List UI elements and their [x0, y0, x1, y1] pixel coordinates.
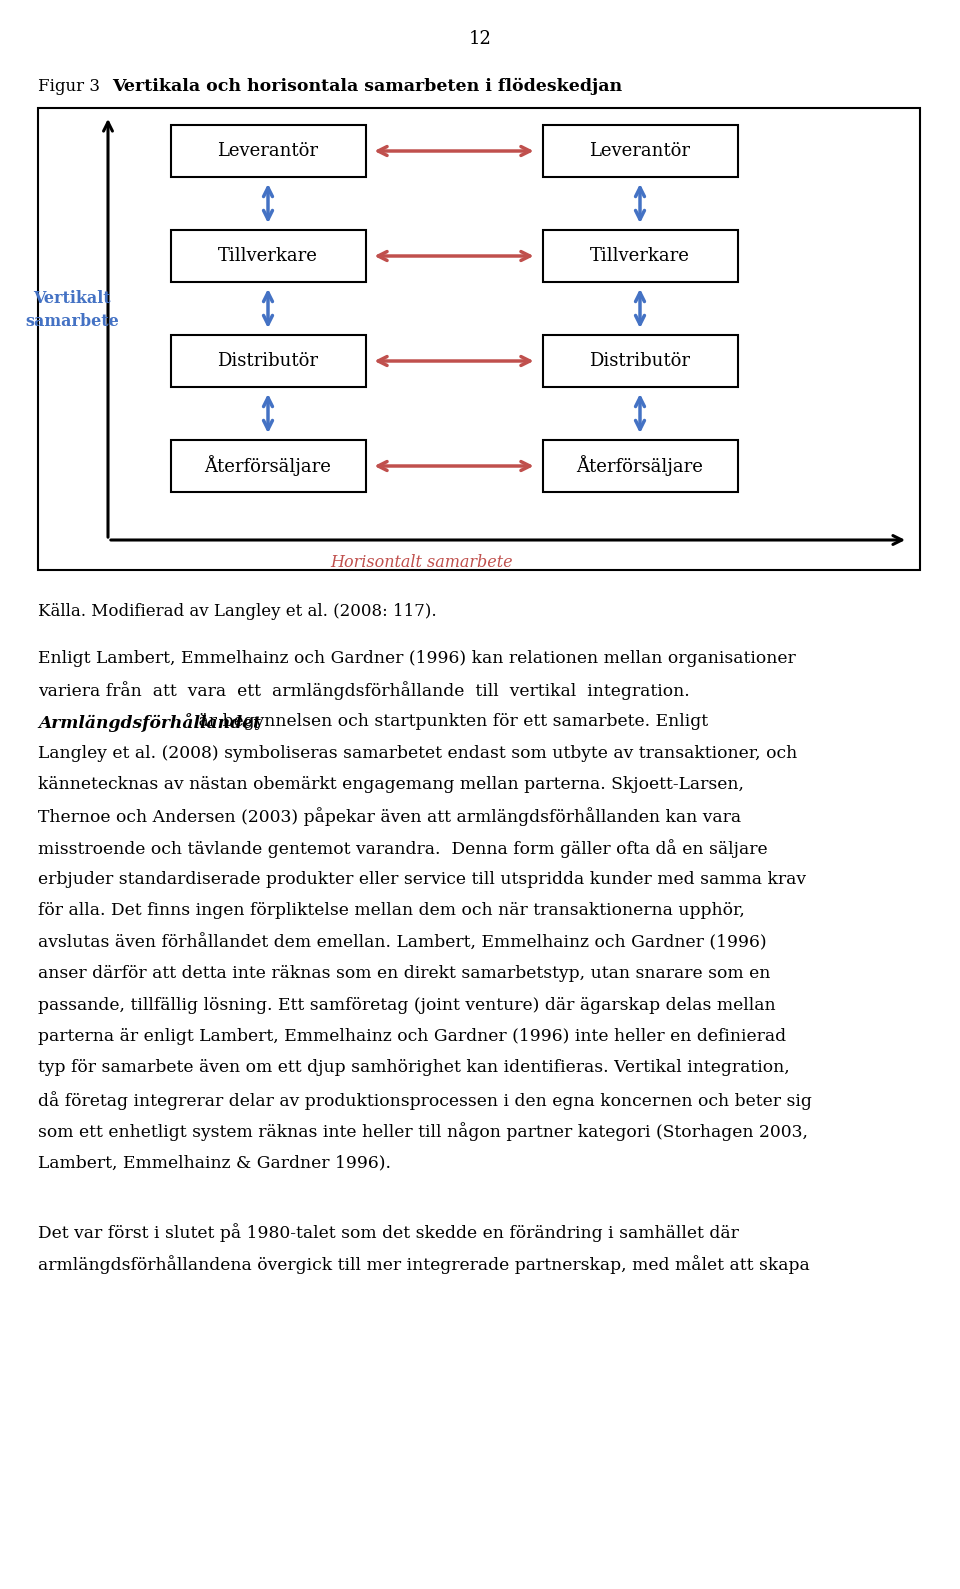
Text: Källa. Modifierad av Langley et al. (2008: 117).: Källa. Modifierad av Langley et al. (200…: [38, 602, 437, 620]
Text: 12: 12: [468, 30, 492, 48]
Text: Leverantör: Leverantör: [218, 141, 319, 160]
Text: Vertikalt
samarbete: Vertikalt samarbete: [25, 291, 119, 329]
Text: erbjuder standardiserade produkter eller service till utspridda kunder med samma: erbjuder standardiserade produkter eller…: [38, 871, 806, 888]
Text: Återförsäljare: Återförsäljare: [204, 456, 331, 477]
Bar: [171, 230, 366, 281]
Text: då företag integrerar delar av produktionsprocessen i den egna koncernen och bet: då företag integrerar delar av produktio…: [38, 1092, 812, 1109]
Text: Lambert, Emmelhainz & Gardner 1996).: Lambert, Emmelhainz & Gardner 1996).: [38, 1154, 391, 1171]
Bar: [542, 126, 737, 176]
Text: avslutas även förhållandet dem emellan. Lambert, Emmelhainz och Gardner (1996): avslutas även förhållandet dem emellan. …: [38, 933, 767, 952]
Text: Armlängdsförhållandet: Armlängdsförhållandet: [38, 713, 261, 733]
Text: misstroende och tävlande gentemot varandra.  Denna form gäller ofta då en säljar: misstroende och tävlande gentemot varand…: [38, 839, 768, 858]
Text: anser därför att detta inte räknas som en direkt samarbetstyp, utan snarare som : anser därför att detta inte räknas som e…: [38, 965, 770, 982]
Bar: [171, 335, 366, 388]
Text: Horisontalt samarbete: Horisontalt samarbete: [330, 555, 513, 570]
Text: Thernoe och Andersen (2003) påpekar även att armlängdsförhållanden kan vara: Thernoe och Andersen (2003) påpekar även…: [38, 807, 741, 826]
Bar: [542, 335, 737, 388]
Text: som ett enhetligt system räknas inte heller till någon partner kategori (Storhag: som ett enhetligt system räknas inte hel…: [38, 1122, 808, 1141]
Text: Återförsäljare: Återförsäljare: [577, 456, 704, 477]
Text: Tillverkare: Tillverkare: [590, 246, 690, 265]
Text: passande, tillfällig lösning. Ett samföretag (joint venture) där ägarskap delas : passande, tillfällig lösning. Ett samför…: [38, 996, 776, 1014]
Text: Distributör: Distributör: [589, 353, 690, 370]
Bar: [542, 440, 737, 493]
Text: Langley et al. (2008) symboliseras samarbetet endast som utbyte av transaktioner: Langley et al. (2008) symboliseras samar…: [38, 745, 797, 761]
Text: Figur 3: Figur 3: [38, 78, 100, 95]
Text: Det var först i slutet på 1980-talet som det skedde en förändring i samhället dä: Det var först i slutet på 1980-talet som…: [38, 1224, 739, 1243]
Bar: [542, 230, 737, 281]
Bar: [171, 126, 366, 176]
Text: armlängdsförhållandena övergick till mer integrerade partnerskap, med målet att : armlängdsförhållandena övergick till mer…: [38, 1255, 809, 1274]
Text: Enligt Lambert, Emmelhainz och Gardner (1996) kan relationen mellan organisation: Enligt Lambert, Emmelhainz och Gardner (…: [38, 650, 796, 667]
Text: variera från  att  vara  ett  armlängdsförhållande  till  vertikal  integration.: variera från att vara ett armlängdsförhå…: [38, 682, 689, 701]
Text: Vertikala och horisontala samarbeten i flödeskedjan: Vertikala och horisontala samarbeten i f…: [112, 78, 622, 95]
Text: Leverantör: Leverantör: [589, 141, 690, 160]
Text: kännetecknas av nästan obemärkt engagemang mellan parterna. Skjoett-Larsen,: kännetecknas av nästan obemärkt engagema…: [38, 775, 744, 793]
Text: Distributör: Distributör: [218, 353, 319, 370]
Text: parterna är enligt Lambert, Emmelhainz och Gardner (1996) inte heller en definie: parterna är enligt Lambert, Emmelhainz o…: [38, 1028, 786, 1046]
Bar: [171, 440, 366, 493]
Text: för alla. Det finns ingen förpliktelse mellan dem och när transaktionerna upphör: för alla. Det finns ingen förpliktelse m…: [38, 903, 745, 918]
Bar: [38, 108, 920, 570]
Text: är begynnelsen och startpunkten för ett samarbete. Enligt: är begynnelsen och startpunkten för ett …: [193, 713, 708, 729]
Text: Tillverkare: Tillverkare: [218, 246, 318, 265]
Text: typ för samarbete även om ett djup samhörighet kan identifieras. Vertikal integr: typ för samarbete även om ett djup samhö…: [38, 1060, 790, 1076]
